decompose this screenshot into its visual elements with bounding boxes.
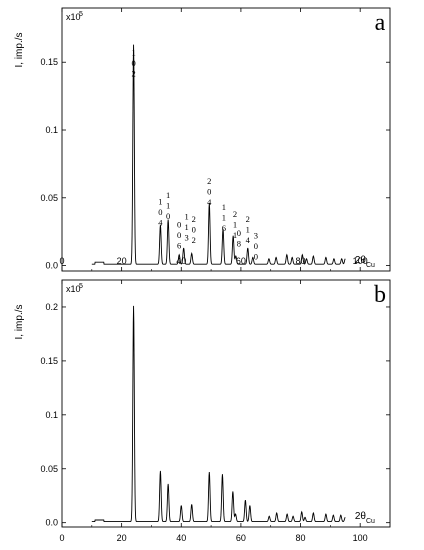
y-tick-label: 0.1 <box>45 125 58 135</box>
x-tick-label: 40 <box>176 533 186 543</box>
plot-frame <box>61 7 391 272</box>
diffraction-curve <box>91 44 346 265</box>
miller-index-digit: 0 <box>237 228 241 238</box>
plot-frame <box>61 279 391 528</box>
miller-index-digit: 0 <box>177 220 181 230</box>
miller-index-digit: 1 <box>185 211 189 221</box>
miller-index-digit: 0 <box>166 211 170 221</box>
x-tick-label: 20 <box>117 533 127 543</box>
x-tick-label: 100 <box>353 533 368 543</box>
miller-index-digit: 0 <box>254 251 258 261</box>
miller-index-digit: 2 <box>192 235 196 245</box>
x-axis-label: 2θ <box>355 511 367 522</box>
miller-index-digit: 0 <box>207 187 211 197</box>
miller-index-digit: 1 <box>222 202 226 212</box>
y-axis-label: I, imp./s <box>14 32 25 67</box>
x-tick-label: 0 <box>59 256 64 266</box>
y-axis-label: I, imp./s <box>14 304 25 339</box>
miller-index-digit: 1 <box>233 219 237 229</box>
miller-index-digit: 6 <box>177 241 181 251</box>
miller-index-digit: 0 <box>158 207 162 217</box>
miller-index-digit: 1 <box>233 230 237 240</box>
miller-index-digit: 1 <box>185 222 189 232</box>
miller-index-digit: 2 <box>246 214 250 224</box>
miller-index-digit: 0 <box>131 58 135 68</box>
diffraction-curve <box>91 305 346 523</box>
y-tick-label: 0.2 <box>45 302 58 312</box>
y-tick-label: 0.05 <box>40 464 58 474</box>
y-tick-label: 0.15 <box>40 356 58 366</box>
miller-index-digit: 0 <box>192 225 196 235</box>
miller-index-digit: 1 <box>158 197 162 207</box>
miller-index-digit: 3 <box>254 230 258 240</box>
miller-index-digit: 2 <box>192 214 196 224</box>
miller-index-digit: 1 <box>166 190 170 200</box>
miller-index-digit: 6 <box>222 223 226 233</box>
miller-index-digit: 3 <box>185 232 189 242</box>
miller-index-digit: 4 <box>158 218 163 228</box>
panel-label: b <box>374 282 386 308</box>
miller-index-digit: 1 <box>131 47 135 57</box>
y-tick-label: 0.15 <box>40 57 58 67</box>
miller-index-digit: 2 <box>233 209 237 219</box>
miller-index-digit: 8 <box>237 238 241 248</box>
x-tick-label: 80 <box>296 533 306 543</box>
y-scale-exponent: 5 <box>79 11 83 18</box>
miller-index-digit: 1 <box>222 212 226 222</box>
miller-index-digit: 4 <box>207 197 212 207</box>
panel-label: a <box>375 10 386 36</box>
miller-index-digit: 4 <box>246 235 251 245</box>
y-scale-exponent: 5 <box>79 283 83 290</box>
x-tick-label: 20 <box>117 256 127 266</box>
y-scale-factor: x10 <box>66 12 81 22</box>
x-tick-label: 60 <box>236 256 246 266</box>
x-tick-label: 40 <box>176 256 186 266</box>
y-scale-factor: x10 <box>66 284 81 294</box>
x-tick-label: 100 <box>353 256 368 266</box>
x-axis-label: 2θ <box>355 255 367 266</box>
y-tick-label: 0.1 <box>45 410 58 420</box>
miller-index-digit: 0 <box>254 241 258 251</box>
x-axis-label-subscript: Cu <box>366 262 375 269</box>
x-tick-label: 0 <box>59 533 64 543</box>
miller-index-digit: 0 <box>177 230 181 240</box>
miller-index-digit: 1 <box>246 225 250 235</box>
x-tick-label: 80 <box>296 256 306 266</box>
y-tick-label: 0.0 <box>45 518 58 528</box>
miller-index-digit: 2 <box>131 68 135 78</box>
miller-index-digit: 1 <box>166 200 170 210</box>
x-tick-label: 60 <box>236 533 246 543</box>
y-tick-label: 0.0 <box>45 261 58 271</box>
x-axis-label-subscript: Cu <box>366 518 375 525</box>
miller-index-digit: 2 <box>207 176 211 186</box>
y-tick-label: 0.05 <box>40 193 58 203</box>
